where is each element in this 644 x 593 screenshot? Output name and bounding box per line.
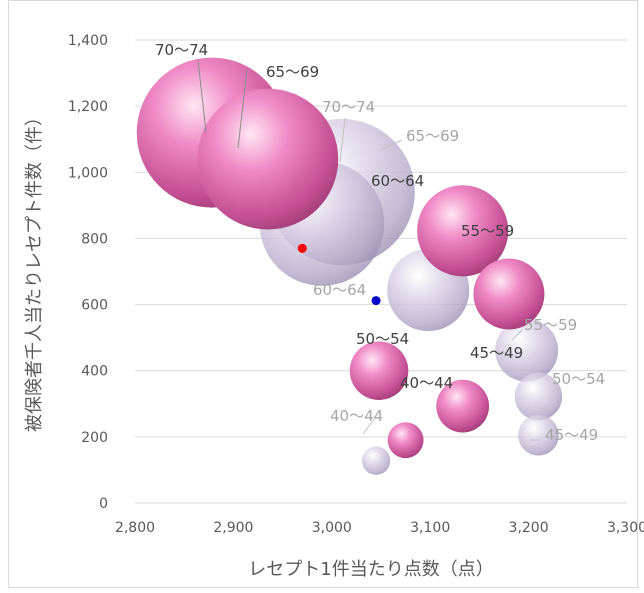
bubble-label: 60～64 (313, 281, 366, 299)
bubble-label: 40～44 (330, 407, 383, 425)
bubble (473, 258, 545, 330)
bubble (361, 446, 391, 475)
y-axis-ticks: 0 200 400 600 800 1,000 1,200 1,400 (68, 33, 108, 512)
bubble (387, 422, 424, 459)
leader-line (339, 117, 346, 163)
bubble-label: 50～54 (356, 330, 409, 348)
x-axis-title: レセプト1件当たり点数（点） (248, 559, 493, 580)
leader-line (362, 417, 376, 435)
y-tick-label: 800 (81, 231, 108, 247)
bubble-label: 65～69 (266, 63, 319, 81)
x-tick-label: 2,900 (213, 520, 253, 536)
x-tick-label: 3,000 (312, 520, 352, 536)
y-tick-label: 0 (99, 496, 108, 512)
leader-line (197, 59, 207, 133)
bubble-label: 45～49 (470, 344, 523, 362)
marker-point (371, 296, 381, 306)
x-tick-label: 2,800 (115, 520, 155, 536)
bubble-labels: 40～4445～4950～5455～5960～6465～6970～7440～44… (155, 41, 605, 444)
y-tick-label: 1,400 (68, 33, 108, 49)
bubble-label: 60～64 (371, 172, 424, 190)
bubble-label: 45～49 (545, 426, 598, 444)
leader-line (511, 329, 523, 341)
bubble (436, 379, 490, 433)
bubble-label: 70～74 (322, 98, 375, 116)
leader-line (237, 69, 248, 149)
bubble-label: 55～59 (524, 316, 577, 334)
y-tick-label: 600 (81, 298, 108, 314)
y-tick-label: 200 (81, 430, 108, 446)
x-tick-label: 3,300 (607, 520, 644, 536)
bubble (495, 318, 559, 382)
bubble-label: 70～74 (155, 41, 208, 59)
leader-line (379, 139, 403, 151)
x-tick-label: 3,100 (410, 520, 450, 536)
bubble (518, 414, 559, 456)
bubble (349, 341, 409, 400)
y-tick-label: 400 (81, 364, 108, 380)
x-tick-label: 3,200 (509, 520, 549, 536)
bubbles (136, 57, 563, 475)
y-axis-title: 被保険者千人当たりレセプト件数（件） (24, 108, 45, 432)
x-axis-ticks: 2,800 2,900 3,000 3,100 3,200 3,300 (115, 520, 644, 536)
marker-point (297, 243, 307, 253)
y-tick-label: 1,000 (68, 165, 108, 181)
bubble-label: 50～54 (552, 370, 605, 388)
bubble-label: 65～69 (406, 127, 459, 145)
bubble (514, 372, 563, 421)
bubble (197, 88, 339, 230)
bubble (417, 185, 509, 277)
bubble-label: 40～44 (400, 374, 453, 392)
leader-lines (197, 59, 540, 441)
bubble-label: 55～59 (461, 222, 514, 240)
y-tick-label: 1,200 (68, 99, 108, 115)
markers (297, 243, 381, 306)
